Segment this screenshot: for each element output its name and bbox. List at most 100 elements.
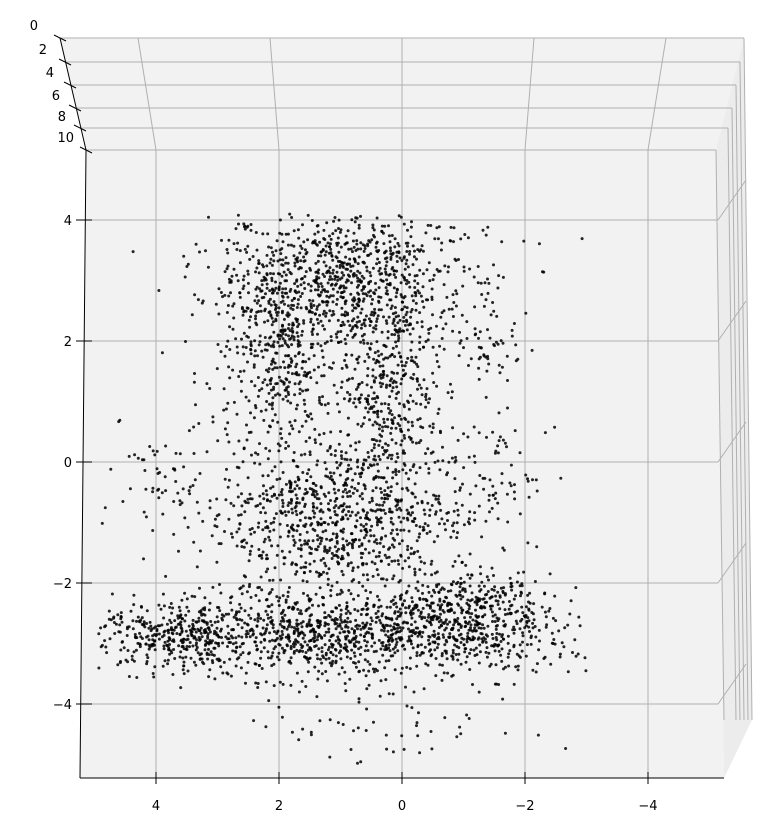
data-point — [366, 402, 370, 406]
data-point — [545, 623, 549, 627]
data-point — [157, 603, 161, 607]
data-point — [356, 565, 360, 569]
data-point — [352, 597, 356, 601]
data-point — [326, 648, 330, 652]
data-point — [377, 261, 381, 264]
data-point — [253, 640, 257, 644]
data-point — [357, 300, 361, 304]
data-point — [329, 237, 333, 241]
data-point — [317, 254, 320, 258]
data-point — [342, 483, 346, 487]
data-point — [379, 308, 383, 312]
data-point — [242, 222, 246, 226]
data-point — [318, 313, 322, 317]
data-point — [428, 424, 432, 428]
data-point — [392, 371, 396, 375]
data-point — [253, 461, 257, 465]
data-point — [264, 629, 268, 633]
data-point — [303, 370, 307, 374]
data-point — [358, 494, 362, 498]
data-point — [313, 427, 317, 431]
data-point — [276, 259, 280, 263]
data-point — [455, 536, 459, 540]
data-point — [343, 670, 347, 674]
data-point — [344, 234, 348, 238]
data-point — [366, 341, 370, 345]
data-point — [416, 379, 419, 383]
data-point — [260, 588, 264, 592]
data-point — [406, 241, 410, 245]
data-point — [431, 278, 435, 282]
data-point — [339, 608, 343, 612]
data-point — [409, 546, 413, 550]
data-point — [562, 645, 566, 649]
data-point — [338, 615, 342, 619]
data-point — [267, 656, 270, 660]
data-point — [303, 452, 307, 456]
data-point — [185, 597, 189, 601]
data-point — [286, 327, 290, 330]
data-point — [344, 451, 348, 455]
data-point — [241, 313, 245, 317]
data-point — [391, 654, 395, 658]
data-point — [249, 532, 253, 536]
data-point — [280, 274, 284, 278]
data-point — [249, 340, 253, 344]
data-point — [306, 670, 310, 674]
data-point — [334, 627, 338, 631]
data-point — [232, 400, 236, 404]
data-point — [223, 354, 227, 358]
data-point — [252, 416, 256, 420]
data-point — [278, 444, 282, 448]
data-point — [358, 653, 362, 656]
data-point — [270, 620, 273, 624]
data-point — [372, 410, 376, 414]
data-point — [319, 319, 323, 323]
data-point — [104, 624, 108, 628]
data-point — [372, 313, 376, 317]
data-point — [486, 277, 489, 281]
data-point — [308, 630, 312, 634]
data-point — [350, 485, 354, 489]
data-point — [552, 638, 556, 641]
data-point — [377, 598, 381, 602]
data-point — [414, 626, 418, 630]
data-point — [207, 653, 211, 657]
data-point — [261, 381, 265, 384]
data-point — [357, 226, 361, 230]
data-point — [333, 277, 337, 281]
data-point — [307, 357, 311, 361]
data-point — [415, 721, 419, 725]
data-point — [438, 468, 442, 472]
data-point — [507, 600, 511, 603]
data-point — [457, 554, 461, 558]
data-point — [268, 578, 272, 582]
data-point — [459, 339, 463, 343]
data-point — [429, 562, 433, 566]
data-point — [149, 629, 153, 633]
data-point — [97, 632, 101, 636]
data-point — [144, 642, 148, 646]
data-point — [349, 444, 353, 448]
data-point — [221, 295, 224, 299]
data-point — [484, 233, 488, 237]
data-point — [138, 631, 142, 635]
data-point — [354, 274, 358, 277]
data-point — [238, 370, 242, 373]
data-point — [496, 286, 500, 290]
data-point — [387, 659, 391, 663]
data-point — [154, 625, 158, 629]
data-point — [274, 286, 278, 290]
data-point — [285, 627, 289, 631]
data-point — [217, 312, 221, 316]
data-point — [536, 733, 540, 737]
data-point — [319, 290, 323, 294]
data-point — [245, 250, 249, 254]
data-point — [213, 517, 217, 521]
data-point — [482, 487, 486, 491]
data-point — [453, 257, 457, 261]
data-point — [383, 493, 386, 497]
data-point — [362, 341, 366, 345]
data-point — [287, 637, 291, 641]
data-point — [336, 290, 340, 294]
